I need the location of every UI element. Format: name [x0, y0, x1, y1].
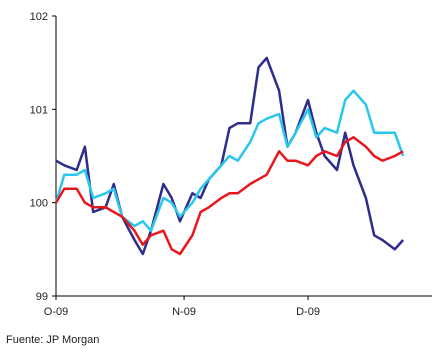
- series-line-1: [55, 56, 405, 256]
- y-tick-label: 99: [36, 291, 48, 303]
- x-ticks: O-09 N-09 D-09: [44, 296, 320, 318]
- x-tick-label: O-09: [44, 306, 68, 318]
- x-tick-label: D-09: [296, 306, 320, 318]
- line-chart: 99 100 101 102 O-09 N-09 D-09: [30, 11, 432, 318]
- y-tick-label: 101: [30, 104, 48, 116]
- series-line-3: [54, 136, 404, 256]
- series-line-2: [54, 89, 405, 232]
- axes: [55, 16, 432, 297]
- source-note: Fuente: JP Morgan: [6, 334, 100, 346]
- y-tick-label: 102: [30, 11, 48, 23]
- y-ticks: 99 100 101 102: [30, 11, 56, 303]
- series-lines: [54, 56, 405, 256]
- x-tick-label: N-09: [172, 306, 196, 318]
- y-tick-label: 100: [30, 198, 48, 210]
